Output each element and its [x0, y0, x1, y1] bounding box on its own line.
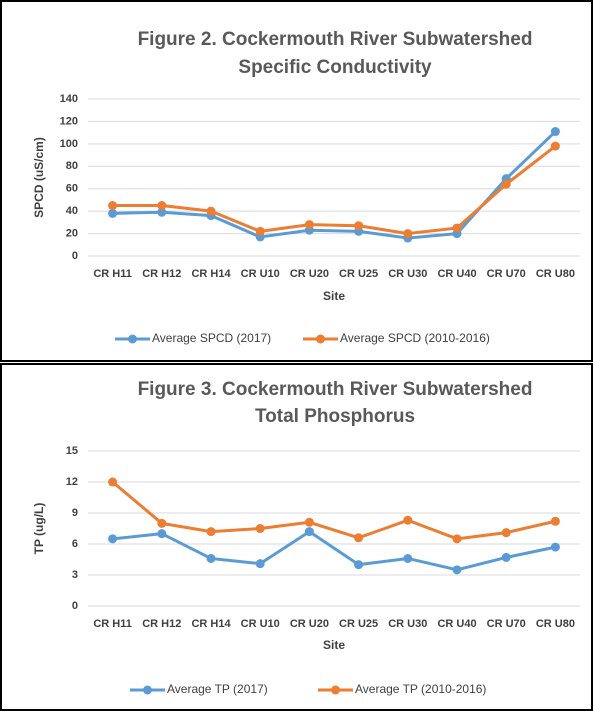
chart-title: Figure 3. Cockermouth River Subwatershed [138, 379, 533, 400]
y-tick-label: 0 [72, 600, 78, 612]
x-tick-label: CR H11 [93, 618, 132, 630]
series-line [111, 480, 556, 541]
marker [403, 515, 413, 525]
y-axis-label: SPCD (uS/cm) [32, 137, 46, 218]
x-tick-label: CR U40 [437, 268, 476, 280]
x-tick-label: CR U25 [339, 618, 378, 630]
x-tick-label: CR U25 [339, 268, 378, 280]
legend-label: Average TP (2017) [167, 682, 268, 696]
legend-marker [331, 685, 340, 695]
marker [501, 528, 511, 538]
x-tick-label: CR H14 [191, 268, 231, 280]
x-tick-label: CR U30 [388, 618, 427, 630]
y-tick-label: 40 [66, 205, 78, 217]
marker [452, 534, 462, 544]
marker [157, 201, 167, 211]
marker [403, 229, 413, 239]
marker [403, 553, 413, 563]
x-tick-label: CR U10 [241, 618, 280, 630]
marker [108, 534, 118, 544]
legend-label: Average SPCD (2017) [152, 331, 271, 345]
y-axis-label: TP (ug/L) [32, 503, 46, 555]
x-tick-label: CR U80 [536, 618, 575, 630]
marker [157, 207, 167, 217]
chart-title: Figure 2. Cockermouth River Subwatershed [138, 29, 533, 50]
marker [354, 221, 364, 231]
marker [206, 206, 216, 216]
x-tick-label: CR H14 [191, 618, 231, 630]
y-tick-label: 3 [72, 569, 78, 581]
x-tick-label: CR U80 [536, 268, 575, 280]
chart-title: Total Phosphorus [255, 406, 415, 427]
legend-marker [316, 334, 325, 344]
y-tick-label: 60 [66, 183, 78, 195]
x-tick-label: CR H12 [142, 268, 181, 280]
marker [206, 553, 216, 563]
legend-label: Average SPCD (2010-2016) [340, 331, 490, 345]
legend-marker [128, 334, 137, 344]
x-tick-label: CR H12 [142, 618, 181, 630]
marker [550, 141, 560, 151]
marker [550, 516, 560, 526]
x-tick-label: CR U20 [290, 618, 329, 630]
x-axis-label: Site [323, 289, 345, 303]
panel-border [0, 0, 593, 362]
marker [206, 527, 216, 537]
x-tick-label: CR U70 [487, 268, 526, 280]
marker [255, 559, 265, 569]
y-tick-label: 15 [66, 445, 78, 457]
series-line [112, 130, 557, 240]
marker [157, 529, 167, 539]
marker [304, 527, 314, 537]
x-tick-label: CR U20 [290, 268, 329, 280]
x-axis-label: Site [323, 638, 345, 652]
x-tick-label: CR U10 [241, 268, 280, 280]
y-tick-label: 9 [72, 507, 78, 519]
chart-title: Specific Conductivity [238, 57, 432, 78]
marker [157, 518, 167, 528]
y-tick-label: 100 [60, 138, 78, 150]
legend-marker [143, 685, 152, 695]
marker [501, 179, 511, 189]
y-tick-label: 0 [72, 250, 78, 262]
marker [501, 552, 511, 562]
y-tick-label: 120 [60, 115, 78, 127]
marker [255, 524, 265, 533]
marker [354, 533, 364, 543]
x-tick-label: CR U30 [388, 268, 427, 280]
marker [452, 223, 462, 233]
marker [304, 220, 314, 230]
legend-label: Average TP (2010-2016) [355, 682, 486, 696]
series-line [112, 530, 556, 572]
y-tick-label: 6 [72, 538, 78, 550]
y-tick-label: 140 [60, 93, 78, 105]
marker [108, 477, 118, 487]
marker [108, 201, 118, 211]
x-tick-label: CR U40 [437, 618, 476, 630]
marker [550, 542, 560, 552]
marker [108, 208, 118, 218]
y-tick-label: 20 [66, 227, 78, 239]
marker [354, 560, 364, 570]
series-line [112, 144, 557, 236]
marker [550, 127, 560, 137]
panel-border [0, 363, 593, 711]
x-tick-label: CR H11 [93, 268, 132, 280]
y-tick-label: 12 [66, 476, 78, 488]
marker [255, 226, 265, 236]
y-tick-label: 80 [66, 160, 78, 172]
x-tick-label: CR U70 [487, 618, 526, 630]
marker [452, 565, 462, 575]
marker [304, 517, 314, 527]
